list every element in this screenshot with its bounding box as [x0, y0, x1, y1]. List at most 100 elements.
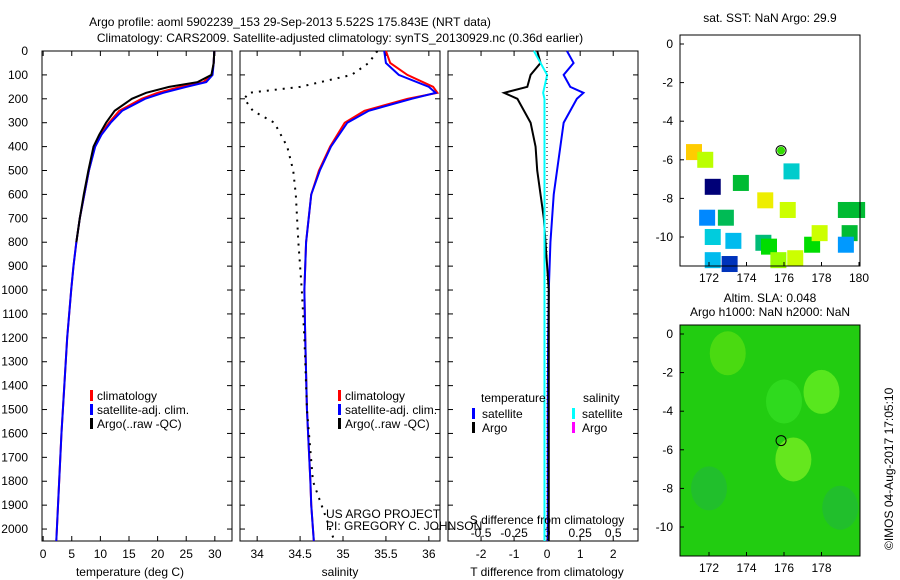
lat-tick-label: 0	[666, 327, 673, 341]
pi-annotation: PI: GREGORY C. JOHNSON	[326, 519, 482, 533]
legend-swatch	[338, 404, 341, 415]
x-tick-label: 34.5	[288, 547, 312, 561]
x-tick-label: 35.5	[374, 547, 398, 561]
lon-tick-label: 178	[811, 271, 831, 285]
panel-0-frame	[41, 50, 233, 542]
depth-tick-label: 700	[8, 211, 28, 225]
lat-tick-label: -8	[662, 191, 673, 205]
depth-tick-label: 1300	[1, 355, 28, 369]
sst-point	[761, 238, 777, 255]
legend-swatch	[90, 390, 93, 401]
legend-label: satellite-adj. clim.	[345, 403, 437, 417]
legend-swatch	[90, 418, 93, 429]
depth-tick-label: 900	[8, 259, 28, 273]
lat-tick-label: 0	[666, 37, 673, 51]
legend-label: Argo	[582, 421, 608, 435]
salinity-xlabel: salinity	[322, 565, 359, 579]
x2-tick-label: 0.25	[568, 526, 592, 540]
legend-swatch	[338, 418, 341, 429]
lat-tick-label: -6	[662, 153, 673, 167]
x2-tick-label: -0.25	[500, 526, 528, 540]
depth-tick-label: 0	[21, 44, 28, 58]
series-line-t-argo	[501, 50, 550, 541]
sst-point	[732, 174, 749, 191]
lat-tick-label: -10	[656, 520, 674, 534]
x-tick-label: -1	[509, 547, 520, 561]
x-tick-label: 20	[151, 547, 165, 561]
x-tick-label: 5	[68, 547, 75, 561]
figure-subtitle: Climatology: CARS2009. Satellite-adjuste…	[97, 31, 583, 45]
lat-tick-label: -8	[662, 481, 673, 495]
depth-tick-label: 500	[8, 164, 28, 178]
lat-tick-label: -4	[662, 404, 673, 418]
sst-point	[704, 178, 721, 195]
legend-swatch	[572, 408, 575, 419]
sla-blob	[803, 369, 840, 414]
series-line-argo-raw-qc-	[75, 50, 216, 243]
lat-tick-label: -2	[662, 76, 673, 90]
lon-tick-label: 176	[774, 271, 794, 285]
legend-label: satellite	[582, 407, 623, 421]
x-tick-label: 36	[422, 547, 436, 561]
legend-label: Argo(..raw -QC)	[345, 417, 430, 431]
x-tick-label: 10	[94, 547, 108, 561]
x-tick-label: 0	[40, 547, 47, 561]
legend-swatch	[472, 422, 475, 433]
legend-label: satellite-adj. clim.	[97, 403, 189, 417]
sst-point	[717, 209, 734, 226]
legend-swatch	[472, 408, 475, 419]
depth-tick-label: 2000	[1, 522, 28, 536]
sdiff-xlabel: S difference from climatology	[470, 513, 625, 527]
series-line-satellite-adj-clim-	[303, 50, 438, 542]
temperature-xlabel: temperature (deg C)	[76, 565, 184, 579]
map-frame	[679, 34, 861, 267]
sst-point	[849, 201, 866, 218]
x-tick-label: 0	[544, 547, 551, 561]
depth-tick-label: 1500	[1, 403, 28, 417]
x-tick-label: 1	[577, 547, 584, 561]
lon-tick-label: 172	[699, 271, 719, 285]
x2-tick-label: -0.5	[471, 526, 492, 540]
series-line-satellite-adj-clim-	[55, 50, 216, 542]
x-tick-label: 34	[250, 547, 264, 561]
lat-tick-label: -6	[662, 443, 673, 457]
depth-tick-label: 1100	[2, 307, 28, 321]
x-tick-label: -2	[476, 547, 487, 561]
panel-2-frame	[447, 50, 639, 542]
sla-blob	[766, 379, 802, 424]
float-ring	[775, 145, 787, 157]
figure-title: Argo profile: aoml 5902239_153 29-Sep-20…	[89, 15, 491, 29]
panel-1-frame	[239, 50, 441, 542]
sst-point	[704, 229, 721, 245]
float-ring	[775, 435, 787, 447]
legend-label: climatology	[345, 389, 405, 403]
x-tick-label: 25	[180, 547, 194, 561]
legend-swatch	[90, 404, 93, 415]
sst-point	[725, 232, 742, 249]
depth-tick-label: 600	[8, 187, 28, 201]
x-tick-label: 30	[208, 547, 222, 561]
lon-tick-label: 174	[736, 271, 756, 285]
lat-tick-label: -10	[656, 230, 674, 244]
sla-map-subtitle: Argo h1000: NaN h2000: NaN	[690, 305, 850, 319]
series-line-s-satellite	[533, 50, 549, 541]
legend-swatch	[572, 422, 575, 433]
float-marker	[777, 146, 786, 155]
legend-label: climatology	[97, 389, 157, 403]
legend-title: temperature	[481, 391, 546, 405]
depth-tick-label: 1400	[1, 379, 28, 393]
series-line-climatology	[303, 50, 440, 542]
sst-point	[721, 256, 738, 273]
sst-point	[699, 209, 716, 226]
lon-tick-label: 174	[736, 561, 756, 575]
project-annotation: US ARGO PROJECT	[326, 507, 441, 521]
lat-tick-label: -2	[662, 366, 673, 380]
lon-tick-label: 176	[774, 561, 794, 575]
x-tick-label: 15	[122, 547, 136, 561]
imos-credit: ©IMOS 04-Aug-2017 17:05:10	[882, 387, 896, 550]
legend-label: Argo	[482, 421, 508, 435]
lon-tick-label: 180	[849, 271, 869, 285]
sst-point	[787, 250, 804, 267]
sst-point	[757, 192, 774, 209]
